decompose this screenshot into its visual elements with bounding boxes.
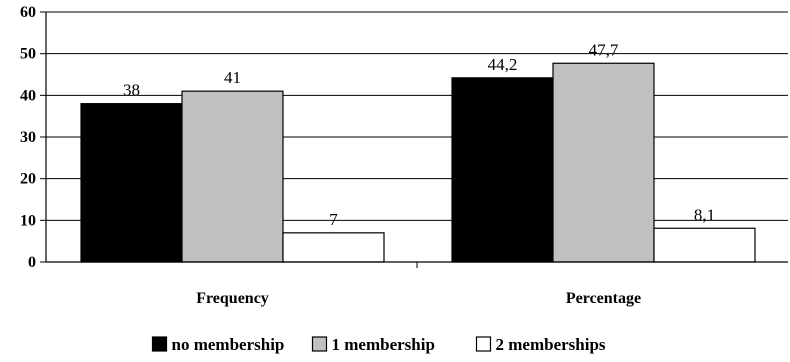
data-label: 7 xyxy=(329,210,338,229)
legend: no membership 1 membership 2 memberships xyxy=(151,335,606,354)
category-labels: Frequency Percentage xyxy=(196,290,641,307)
bars xyxy=(80,62,756,263)
bar-2-memberships-frequency xyxy=(282,232,385,263)
bar-1-membership-frequency xyxy=(181,90,284,263)
y-tick-label: 50 xyxy=(20,46,36,63)
category-label: Percentage xyxy=(566,290,641,307)
category-label: Frequency xyxy=(196,290,269,307)
y-tick-label: 0 xyxy=(28,254,36,271)
data-label: 47,7 xyxy=(589,40,619,59)
data-label: 41 xyxy=(224,68,241,87)
data-label: 38 xyxy=(123,81,140,100)
legend-label: 1 membership xyxy=(332,335,435,354)
legend-label: no membership xyxy=(172,335,285,354)
y-tick-label: 40 xyxy=(20,87,36,104)
bar-1-membership-percentage xyxy=(552,62,655,263)
bar-no-membership-percentage xyxy=(451,77,554,263)
bar-no-membership-frequency xyxy=(80,103,183,263)
y-tick-label: 20 xyxy=(20,171,36,188)
legend-swatch xyxy=(475,336,492,352)
data-label: 44,2 xyxy=(488,55,518,74)
axes xyxy=(40,11,788,268)
y-tick-label: 10 xyxy=(20,212,36,229)
legend-swatch xyxy=(311,336,328,352)
data-label: 8,1 xyxy=(694,205,715,224)
y-tick-label: 60 xyxy=(20,4,36,21)
y-tick-label: 30 xyxy=(20,129,36,146)
data-labels: 38 41 7 44,2 47,7 8,1 xyxy=(123,40,715,229)
legend-label: 2 memberships xyxy=(496,335,606,354)
legend-swatch xyxy=(151,336,168,352)
bar-2-memberships-percentage xyxy=(653,227,756,263)
y-tick-labels: 0 10 20 30 40 50 60 xyxy=(20,4,36,271)
